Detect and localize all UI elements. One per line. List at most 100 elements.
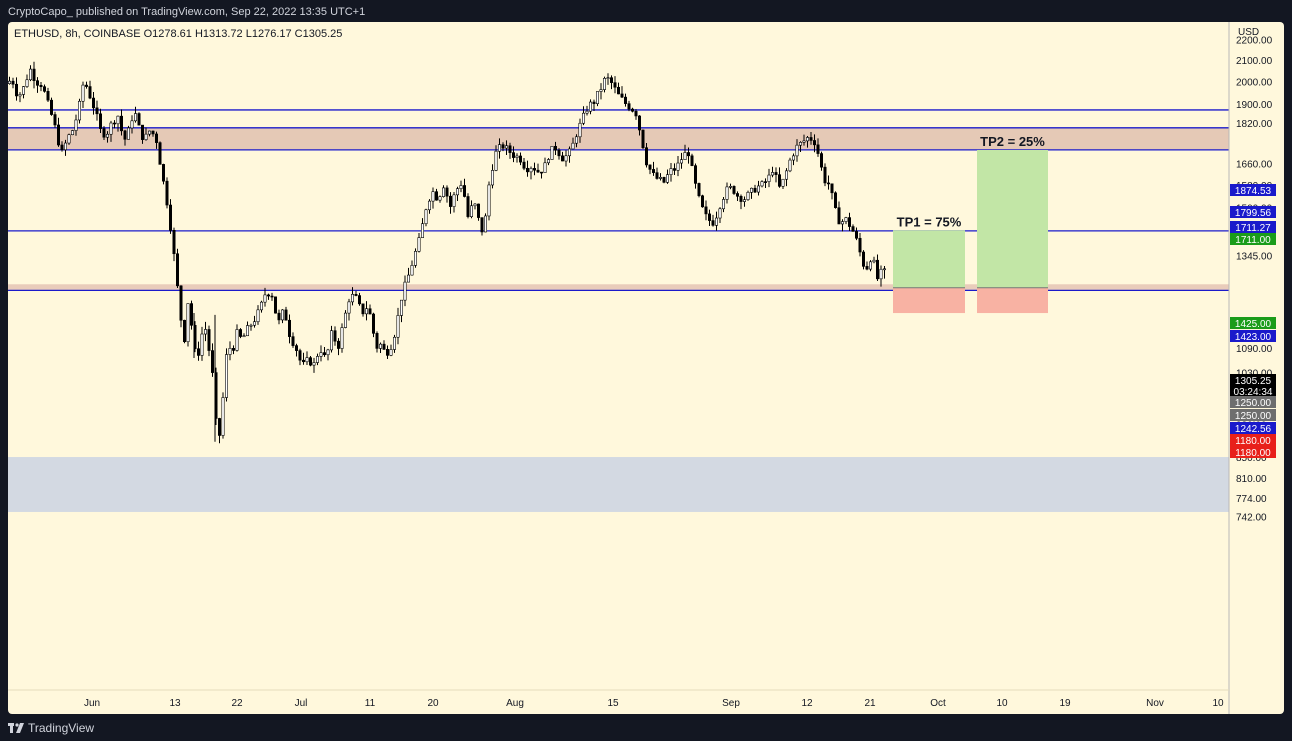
price-tick-label: 774.00 bbox=[1236, 494, 1267, 505]
candle-body bbox=[291, 336, 295, 346]
candle-body bbox=[239, 329, 243, 337]
candle-body bbox=[270, 295, 274, 298]
candle-body bbox=[501, 144, 505, 149]
candle-body bbox=[875, 259, 879, 280]
tradingview-logo[interactable]: TradingView bbox=[8, 721, 94, 735]
candle-body bbox=[56, 124, 60, 146]
candle-body bbox=[669, 168, 673, 175]
chart-panel[interactable]: TP1 = 75% TP2 = 25% 2200.00 2100.00 2000.00… bbox=[8, 22, 1284, 714]
candle-body bbox=[123, 130, 127, 140]
candle-body bbox=[396, 315, 400, 338]
candle-body bbox=[99, 113, 103, 129]
candle-body bbox=[567, 148, 571, 157]
candle-body bbox=[697, 183, 701, 197]
candle-body bbox=[581, 112, 585, 124]
candle-body bbox=[109, 122, 113, 135]
candle-body bbox=[18, 94, 22, 97]
candle-body bbox=[88, 86, 92, 99]
candle-body bbox=[378, 343, 382, 349]
candle-body bbox=[305, 357, 309, 363]
candle-body bbox=[385, 348, 389, 356]
candle-body bbox=[844, 217, 848, 222]
candle-body bbox=[228, 348, 232, 355]
candle-body bbox=[70, 130, 74, 136]
stop-loss-zone[interactable] bbox=[893, 287, 965, 314]
candle-body bbox=[11, 80, 15, 85]
candle-body bbox=[371, 313, 375, 334]
candle-body bbox=[301, 359, 305, 363]
candle-body bbox=[525, 167, 529, 173]
price-tick-label: 1660.00 bbox=[1236, 159, 1273, 170]
price-tag bbox=[1230, 374, 1276, 386]
candle-body bbox=[200, 333, 204, 356]
time-tick-label: 13 bbox=[169, 698, 181, 709]
candle-body bbox=[882, 268, 886, 271]
candle-body bbox=[868, 261, 872, 270]
candle-body bbox=[522, 161, 526, 169]
candle-body bbox=[690, 155, 694, 166]
candle-body bbox=[176, 253, 180, 287]
candle-body bbox=[8, 80, 12, 84]
stop-loss-zone[interactable] bbox=[977, 287, 1048, 314]
time-tick-label: 15 bbox=[607, 698, 619, 709]
candle-body bbox=[333, 330, 337, 342]
price-tag-label: 03:24:34 bbox=[1234, 387, 1273, 398]
candle-body bbox=[480, 217, 484, 233]
candle-body bbox=[809, 137, 813, 141]
candle-body bbox=[763, 181, 767, 183]
candle-body bbox=[218, 418, 222, 436]
candle-body bbox=[260, 301, 264, 311]
candle-body bbox=[350, 294, 354, 303]
take-profit-zone[interactable] bbox=[893, 230, 965, 288]
candle-body bbox=[74, 119, 78, 131]
candle-body bbox=[319, 352, 323, 357]
candle-body bbox=[343, 312, 347, 328]
candle-body bbox=[749, 187, 753, 193]
candle-body bbox=[120, 115, 124, 132]
candle-body bbox=[732, 186, 736, 194]
candle-body bbox=[410, 265, 414, 276]
candle-body bbox=[375, 333, 379, 349]
candle-body bbox=[53, 114, 57, 126]
candle-body bbox=[557, 149, 561, 157]
candle-body bbox=[308, 357, 312, 366]
candle-body bbox=[78, 100, 82, 121]
candle-body bbox=[162, 164, 166, 182]
candle-body bbox=[854, 231, 858, 239]
candle-body bbox=[25, 79, 29, 87]
price-tag-label: 1711.00 bbox=[1235, 235, 1271, 246]
candle-body bbox=[634, 110, 638, 117]
candle-body bbox=[347, 301, 351, 314]
time-tick-label: 10 bbox=[996, 698, 1008, 709]
candle-body bbox=[795, 144, 799, 157]
candle-body bbox=[700, 195, 704, 208]
candle-body bbox=[141, 124, 145, 140]
candle-body bbox=[725, 186, 729, 200]
candle-body bbox=[602, 78, 606, 90]
candle-body bbox=[812, 140, 816, 146]
price-tag-label: 1242.56 bbox=[1235, 424, 1272, 435]
candle-body bbox=[550, 146, 554, 160]
candle-body bbox=[273, 296, 277, 314]
candle-body bbox=[770, 172, 774, 176]
candle-body bbox=[207, 329, 211, 351]
price-tag bbox=[1230, 330, 1276, 342]
price-chart[interactable]: TP1 = 75% TP2 = 25% 2200.00 2100.00 2000.00… bbox=[8, 22, 1284, 714]
candle-body bbox=[95, 107, 99, 115]
candle-body bbox=[151, 130, 155, 135]
time-tick-label: Jun bbox=[84, 698, 100, 709]
candle-body bbox=[448, 195, 452, 207]
candle-body bbox=[777, 174, 781, 187]
candle-body bbox=[693, 165, 697, 184]
candle-body bbox=[833, 192, 837, 208]
time-tick-label: Oct bbox=[930, 698, 946, 709]
candle-body bbox=[169, 204, 173, 231]
candle-body bbox=[392, 336, 396, 350]
take-profit-zone[interactable] bbox=[977, 149, 1048, 288]
support-zone bbox=[8, 284, 1229, 291]
candle-body bbox=[15, 83, 19, 97]
candle-body bbox=[728, 186, 732, 188]
candle-body bbox=[85, 84, 89, 87]
candle-body bbox=[518, 155, 522, 163]
candle-body bbox=[735, 193, 739, 197]
